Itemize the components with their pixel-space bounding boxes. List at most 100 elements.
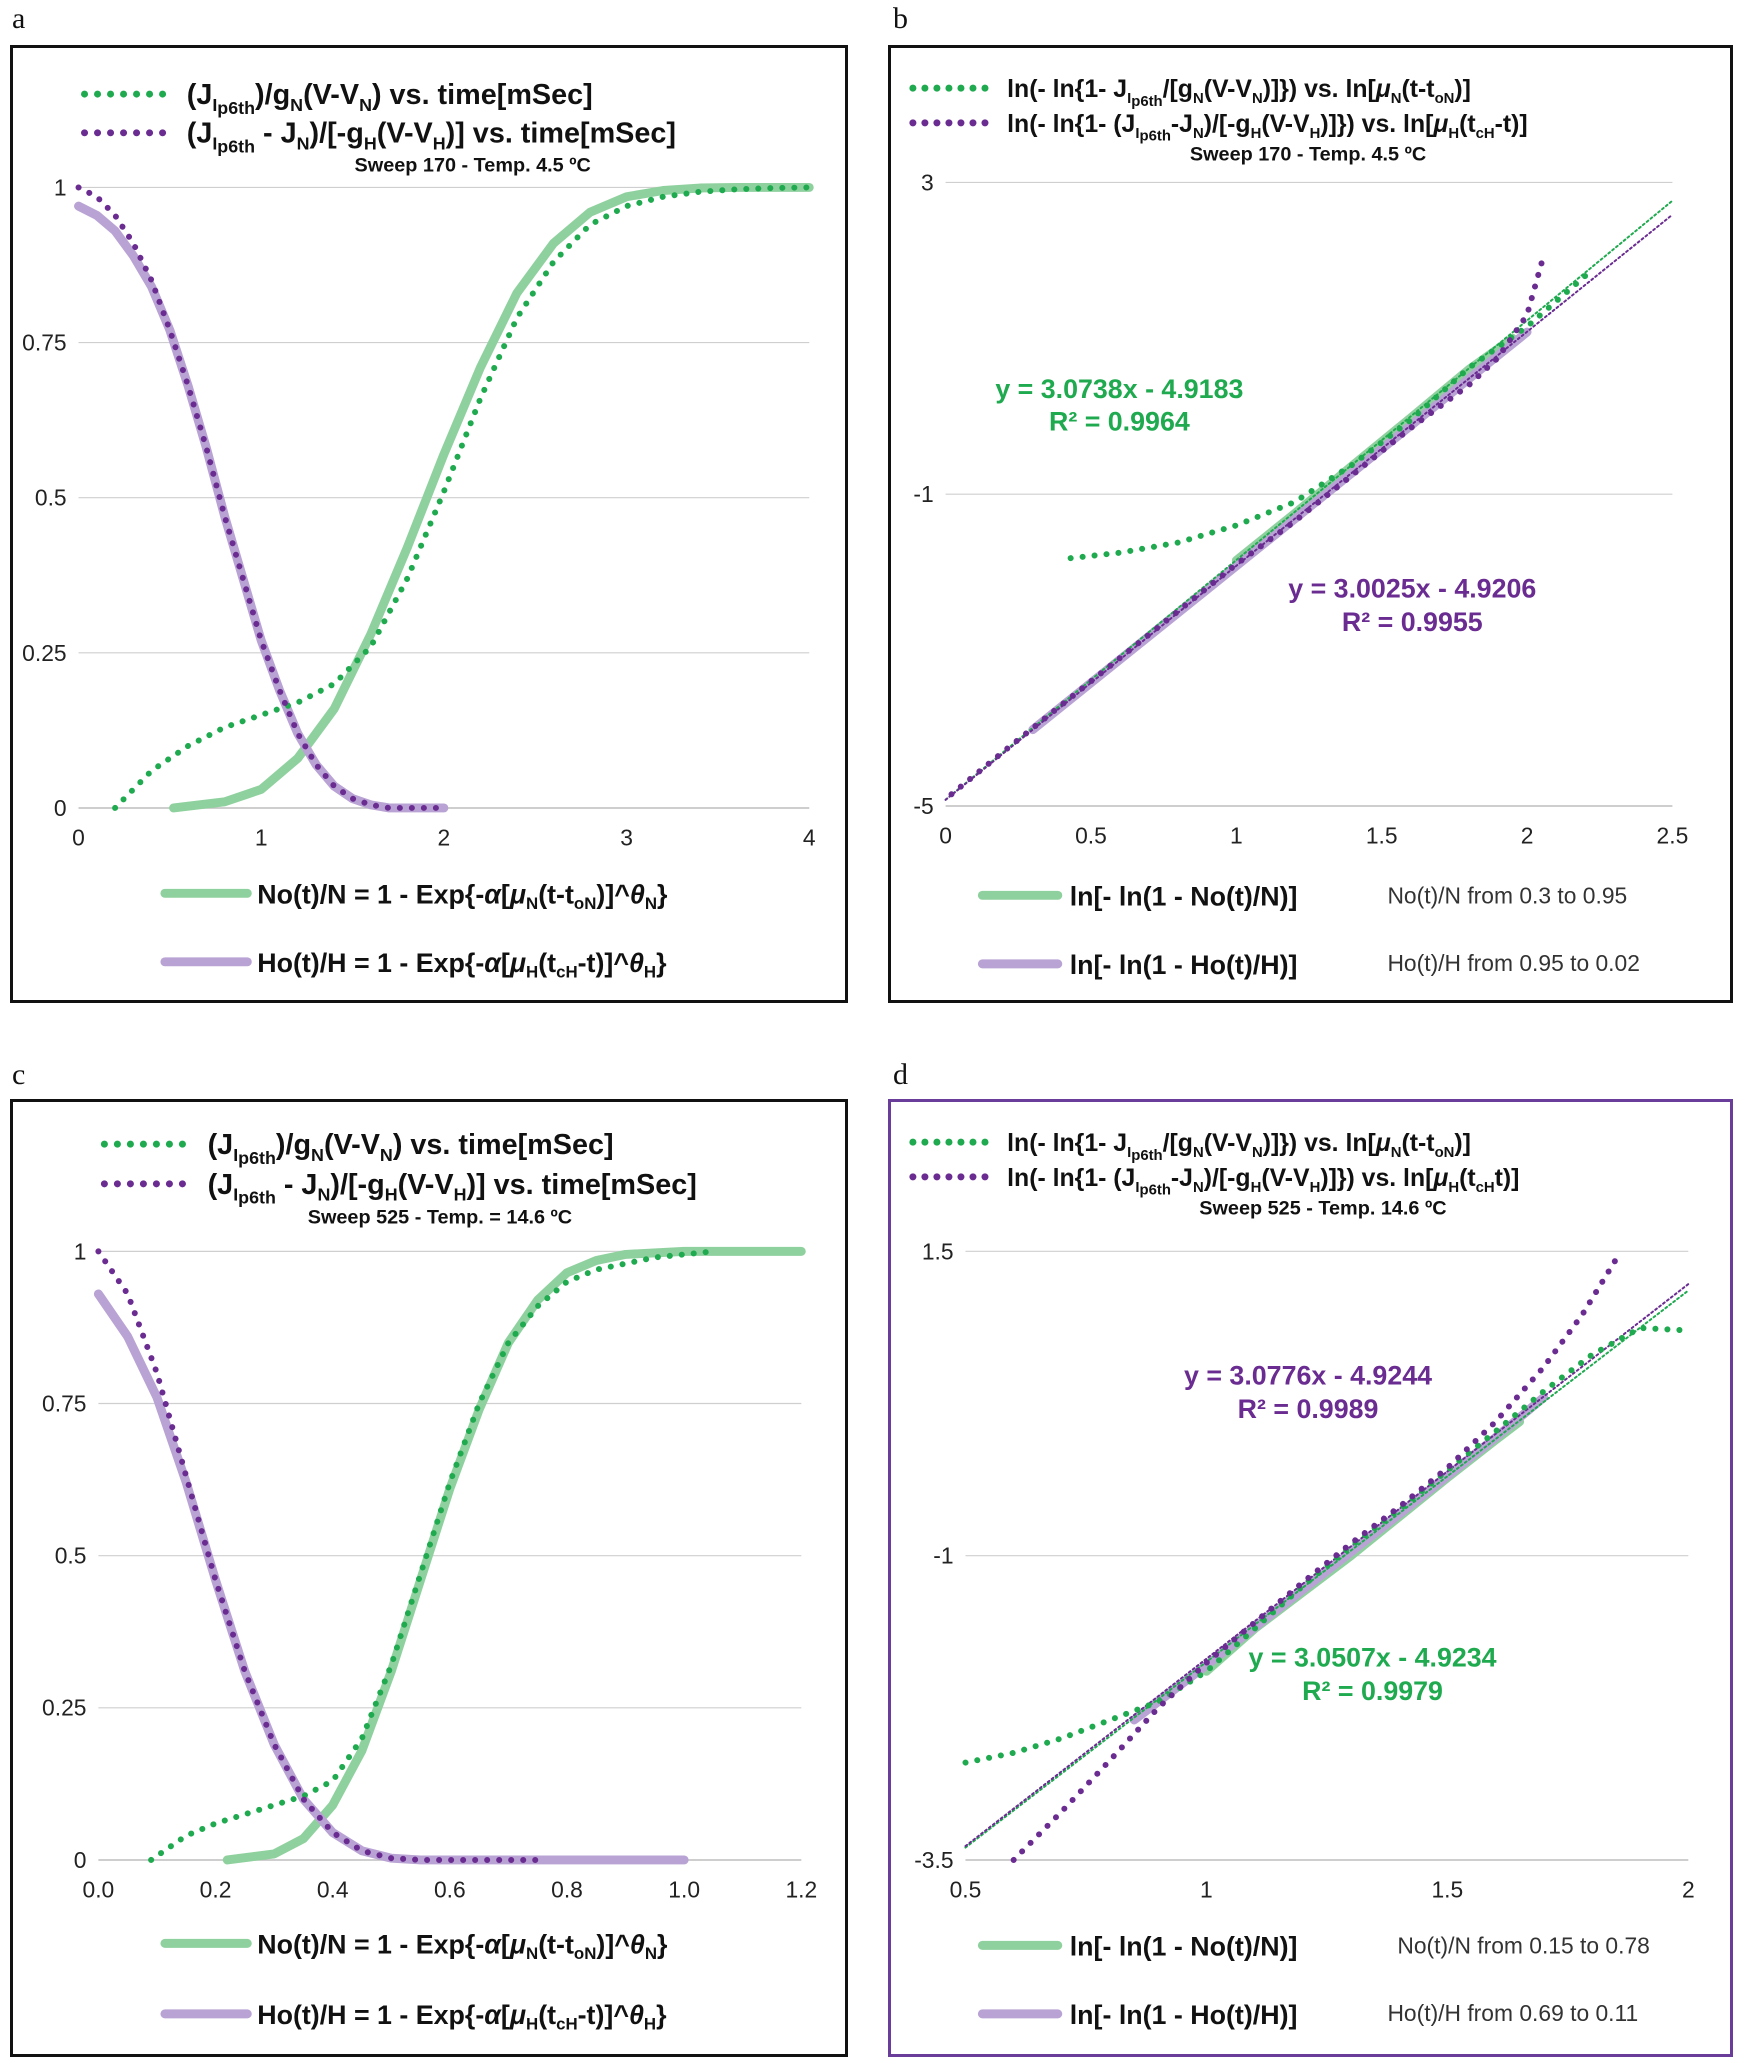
x-tick-label: 0.5 xyxy=(950,1877,982,1903)
panel-d: ln(- ln{1- JIp6th/[gN(V-VN)]}) vs. ln[μN… xyxy=(888,1099,1733,2057)
legend-b: ln(- ln{1- JIp6th/[gN(V-VN)]}) vs. ln[μN… xyxy=(909,76,1528,166)
x-tick-label: 0.4 xyxy=(317,1877,349,1903)
series-purple-dot xyxy=(1010,1248,1624,1863)
bottom-legend-b: ln[- ln(1 - No(t)/N)] No(t)/N from 0.3 t… xyxy=(977,881,1640,980)
bottom-legend-green-text: ln[- ln(1 - No(t)/N)] xyxy=(1070,881,1298,911)
series-green-dot xyxy=(112,184,813,811)
y-tick-label: 0.75 xyxy=(42,1390,86,1416)
x-tick-label: 3 xyxy=(620,825,633,851)
y-tick-label: -5 xyxy=(913,793,933,819)
series-green-fit xyxy=(169,182,814,813)
panel-a: (JIp6th)/gN(V-VN) vs. time[mSec] (JIp6th… xyxy=(10,45,848,1003)
series-green-dot xyxy=(962,1325,1692,1766)
x-tick-label: 1 xyxy=(1200,1877,1213,1903)
chart-b: ln(- ln{1- JIp6th/[gN(V-VN)]}) vs. ln[μN… xyxy=(909,76,1688,980)
bottom-legend-green-text: No(t)/N = 1 - Exp{-α[μN(t-toN)]^θN} xyxy=(257,879,668,913)
r2-green-b: R² = 0.9964 xyxy=(1049,407,1190,437)
series-green-dot xyxy=(148,1248,717,1863)
legend-green-text: ln(- ln{1- JIp6th/[gN(V-VN)]}) vs. ln[μN… xyxy=(1007,1130,1471,1164)
legend-d: ln(- ln{1- JIp6th/[gN(V-VN)]}) vs. ln[μN… xyxy=(909,1130,1519,1220)
chart-title-a: Sweep 170 - Temp. 4.5 ºC xyxy=(355,155,591,177)
r2-green-d: R² = 0.9979 xyxy=(1302,1676,1443,1706)
legend-purple-text: ln(- ln{1- (JIp6th-JN)/[-gH(V-VH)]}) vs.… xyxy=(1007,1165,1519,1199)
series-green-dot xyxy=(1067,272,1589,562)
x-tick-label: 4 xyxy=(803,825,816,851)
y-tick-label: 3 xyxy=(921,169,934,195)
chart-title-c: Sweep 525 - Temp. = 14.6 ºC xyxy=(308,1207,572,1229)
y-tick-label: -1 xyxy=(913,481,933,507)
bottom-legend-purple-text: Ho(t)/H = 1 - Exp{-α[μH(tcH-t)]^θH} xyxy=(257,2000,667,2034)
y-tick-label: -3.5 xyxy=(914,1847,953,1873)
series-green-trend xyxy=(964,1289,1690,1849)
legend-purple-text: (JIp6th - JN)/[-gH(V-VH)] vs. time[mSec] xyxy=(208,1169,697,1208)
panel-letter-b: b xyxy=(893,2,908,35)
y-tick-label: 1.5 xyxy=(922,1238,954,1264)
series-purple-fit xyxy=(74,201,449,813)
panel-letter-a: a xyxy=(12,2,26,35)
series-purple-fit xyxy=(1129,1392,1549,1725)
plot-area-a: 0 0.25 0.5 0.75 1 0 1 2 3 4 xyxy=(22,174,816,850)
legend-purple-text: (JIp6th - JN)/[-gH(V-VH)] vs. time[mSec] xyxy=(187,118,676,157)
panel-letter-c: c xyxy=(12,1058,26,1091)
y-tick-label: 0 xyxy=(74,1847,87,1873)
x-tick-label: 0.2 xyxy=(200,1877,232,1903)
series-purple-fit xyxy=(93,1289,689,1865)
bottom-legend-purple-text: Ho(t)/H = 1 - Exp{-α[μH(tcH-t)]^θH} xyxy=(257,948,667,982)
legend-purple-text: ln(- ln{1- (JIp6th-JN)/[-gH(V-VH)]}) vs.… xyxy=(1007,111,1528,145)
y-tick-label: 0.25 xyxy=(42,1695,86,1721)
x-tick-label: 0 xyxy=(72,825,85,851)
y-tick-label: 1 xyxy=(74,1238,87,1264)
legend-green-text: ln(- ln{1- JIp6th/[gN(V-VN)]}) vs. ln[μN… xyxy=(1007,76,1471,110)
x-tick-label: 0.8 xyxy=(551,1877,583,1903)
series-purple-dot xyxy=(948,249,1548,798)
x-tick-label: 1.5 xyxy=(1431,1877,1463,1903)
equation-green-b: y = 3.0738x - 4.9183 xyxy=(995,374,1243,404)
x-tick-label: 2 xyxy=(1682,1877,1695,1903)
panel-b: ln(- ln{1- JIp6th/[gN(V-VN)]}) vs. ln[μN… xyxy=(888,45,1733,1003)
legend-green-text: (JIp6th)/gN(V-VN) vs. time[mSec] xyxy=(187,79,593,118)
equation-purple-d: y = 3.0776x - 4.9244 xyxy=(1184,1360,1432,1390)
equation-green-d: y = 3.0507x - 4.9234 xyxy=(1249,1642,1497,1672)
chart-c: (JIp6th)/gN(V-VN) vs. time[mSec] (JIp6th… xyxy=(42,1129,817,2034)
series-green-trend xyxy=(944,199,1674,801)
y-tick-label: 0 xyxy=(54,795,67,821)
bottom-legend-green-note: No(t)/N from 0.15 to 0.78 xyxy=(1397,1932,1649,1958)
y-tick-label: 1 xyxy=(54,174,67,200)
bottom-legend-purple-text: ln[- ln(1 - Ho(t)/H)] xyxy=(1070,2000,1298,2030)
legend-a: (JIp6th)/gN(V-VN) vs. time[mSec] (JIp6th… xyxy=(81,79,676,177)
chart-title-d: Sweep 525 - Temp. 14.6 ºC xyxy=(1199,1198,1446,1220)
equation-purple-b: y = 3.0025x - 4.9206 xyxy=(1288,573,1536,603)
r2-purple-b: R² = 0.9955 xyxy=(1342,607,1483,637)
x-tick-label: 0.0 xyxy=(83,1877,115,1903)
x-tick-label: 1.5 xyxy=(1366,823,1398,849)
x-tick-label: 2 xyxy=(438,825,451,851)
bottom-legend-purple-note: Ho(t)/H from 0.69 to 0.11 xyxy=(1387,2000,1638,2026)
r2-purple-d: R² = 0.9989 xyxy=(1238,1394,1379,1424)
panel-c: (JIp6th)/gN(V-VN) vs. time[mSec] (JIp6th… xyxy=(10,1099,848,2057)
y-tick-label: 0.25 xyxy=(22,640,66,666)
plot-area-c: 0 0.25 0.5 0.75 1 0.0 0.2 0.4 0.6 0.8 1.0 1.2 xyxy=(42,1238,817,1902)
bottom-legend-green-note: No(t)/N from 0.3 to 0.95 xyxy=(1387,882,1627,908)
y-tick-label: 0.75 xyxy=(22,330,66,356)
plot-area-d: -3.5 -1 1.5 0.5 1 1.5 2 xyxy=(914,1238,1694,1902)
panel-letter-d: d xyxy=(893,1058,908,1091)
bottom-legend-purple-text: ln[- ln(1 - Ho(t)/H)] xyxy=(1070,950,1298,980)
plot-area-b: -5 -1 3 0 0.5 1 1.5 2 2.5 xyxy=(913,169,1688,848)
series-purple-dot xyxy=(75,184,447,811)
x-tick-label: 0.5 xyxy=(1075,823,1107,849)
y-tick-label: -1 xyxy=(933,1543,953,1569)
x-tick-label: 1.0 xyxy=(668,1877,700,1903)
legend-green-text: (JIp6th)/gN(V-VN) vs. time[mSec] xyxy=(208,1129,614,1168)
x-tick-label: 1 xyxy=(1230,823,1243,849)
series-purple-dot xyxy=(95,1248,541,1863)
bottom-legend-green-text: No(t)/N = 1 - Exp{-α[μN(t-toN)]^θN} xyxy=(257,1929,668,1963)
x-tick-label: 2.5 xyxy=(1657,823,1689,849)
bottom-legend-green-text: ln[- ln(1 - No(t)/N)] xyxy=(1070,1931,1298,1961)
chart-title-b: Sweep 170 - Temp. 4.5 ºC xyxy=(1190,144,1426,166)
x-tick-label: 1.2 xyxy=(785,1877,817,1903)
x-tick-label: 0 xyxy=(939,823,952,849)
legend-c: (JIp6th)/gN(V-VN) vs. time[mSec] (JIp6th… xyxy=(100,1129,697,1229)
y-tick-label: 0.5 xyxy=(35,485,67,511)
x-tick-label: 1 xyxy=(255,825,268,851)
